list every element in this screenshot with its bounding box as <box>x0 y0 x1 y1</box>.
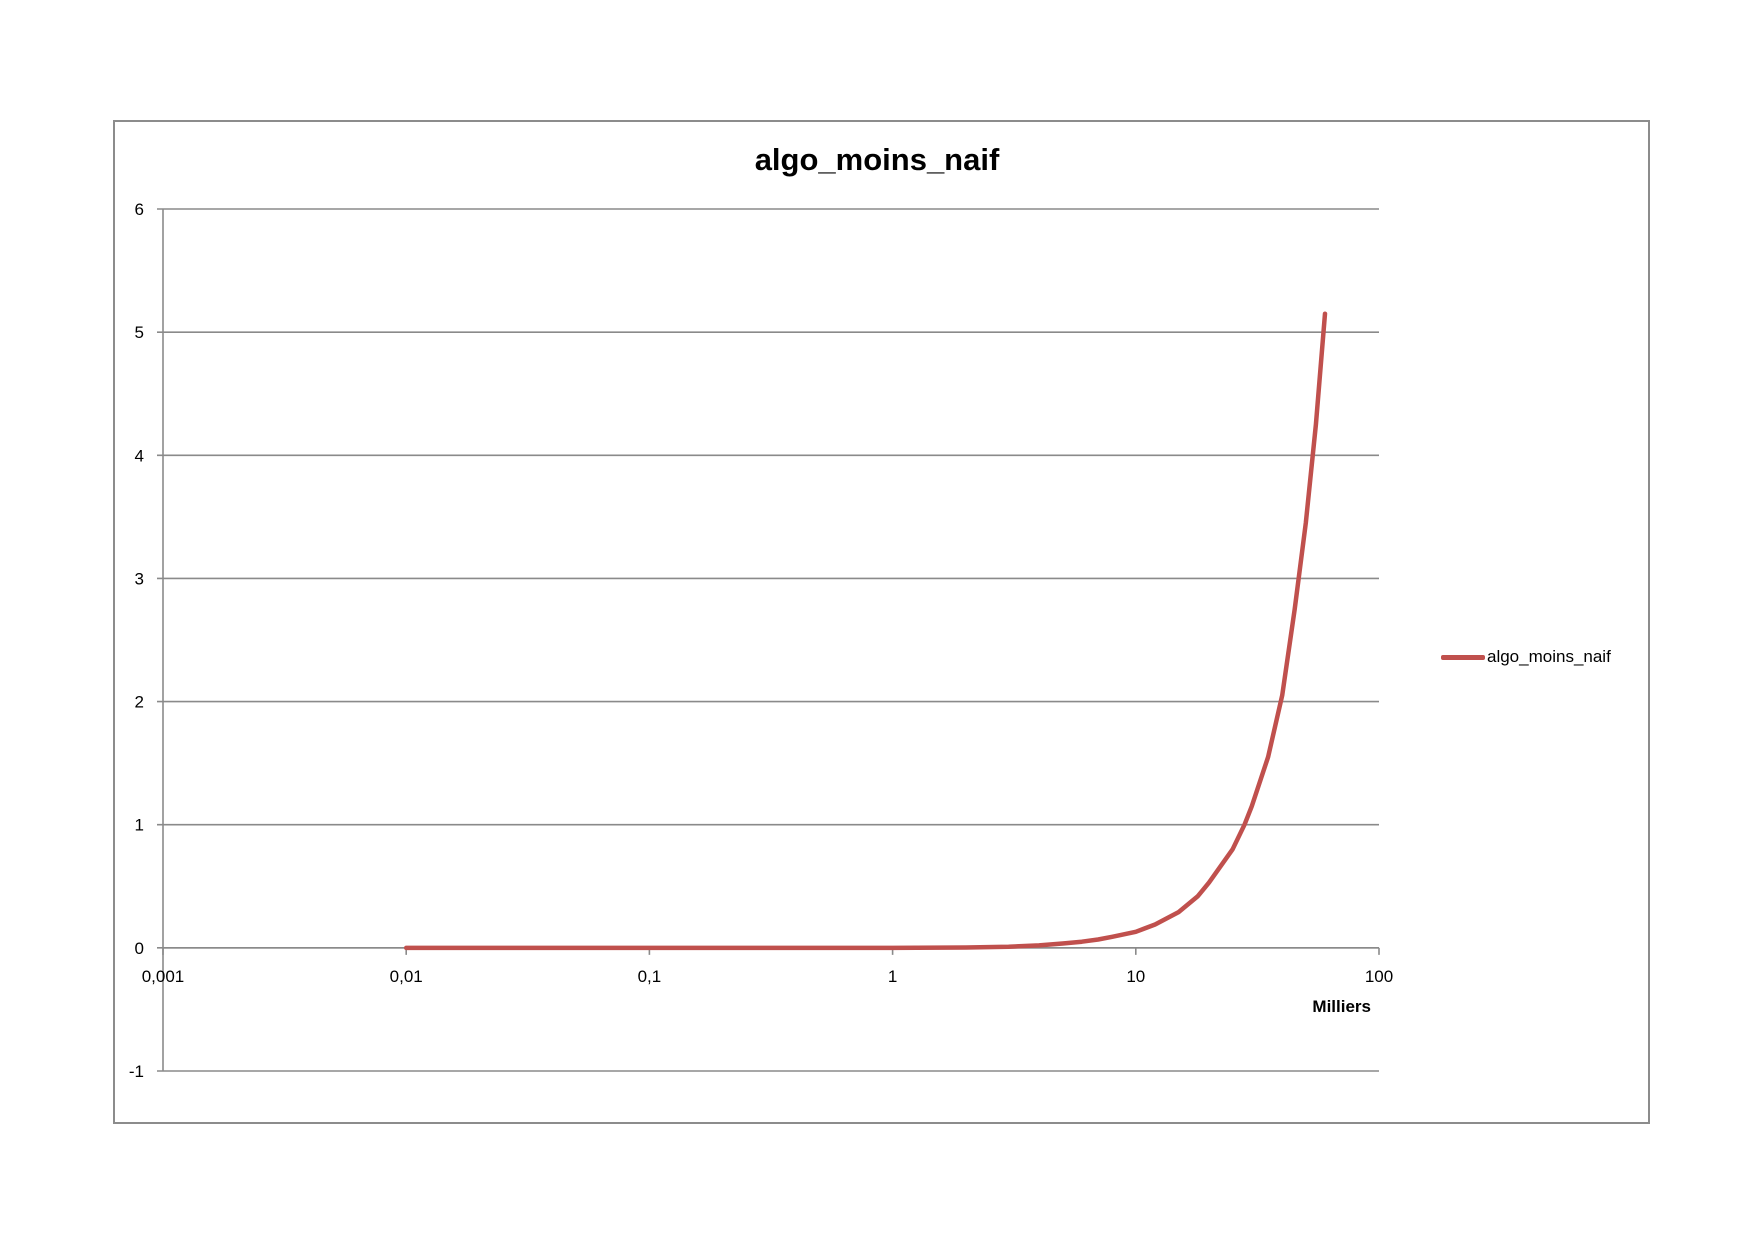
y-tick-label: 2 <box>135 693 144 712</box>
series-line <box>403 311 1328 951</box>
y-tick-label: 3 <box>135 569 144 588</box>
x-tick-label: 0,001 <box>142 967 185 986</box>
y-tick-label: 1 <box>135 816 144 835</box>
chart-title: algo_moins_naif <box>754 142 1000 177</box>
x-tick-label: 1 <box>888 967 897 986</box>
x-tick-label: 10 <box>1126 967 1145 986</box>
y-tick-label: 5 <box>135 323 144 342</box>
chart-frame <box>113 120 1650 1124</box>
x-tick-label: 100 <box>1365 967 1393 986</box>
y-tick-label: 0 <box>135 939 144 958</box>
y-tick-label: 6 <box>135 200 144 219</box>
y-tick-label: -1 <box>129 1062 144 1081</box>
x-tick-label: 0,01 <box>390 967 423 986</box>
gridlines <box>157 208 1379 1072</box>
y-tick-label: 4 <box>135 446 144 465</box>
legend-swatch <box>1441 654 1485 660</box>
x-tick-label: 0,1 <box>638 967 662 986</box>
legend: algo_moins_naif <box>1441 645 1611 669</box>
axes <box>162 209 1380 1071</box>
x-axis-label: Milliers <box>1312 997 1371 1016</box>
legend-label: algo_moins_naif <box>1487 647 1611 666</box>
series-layer <box>403 311 1328 951</box>
